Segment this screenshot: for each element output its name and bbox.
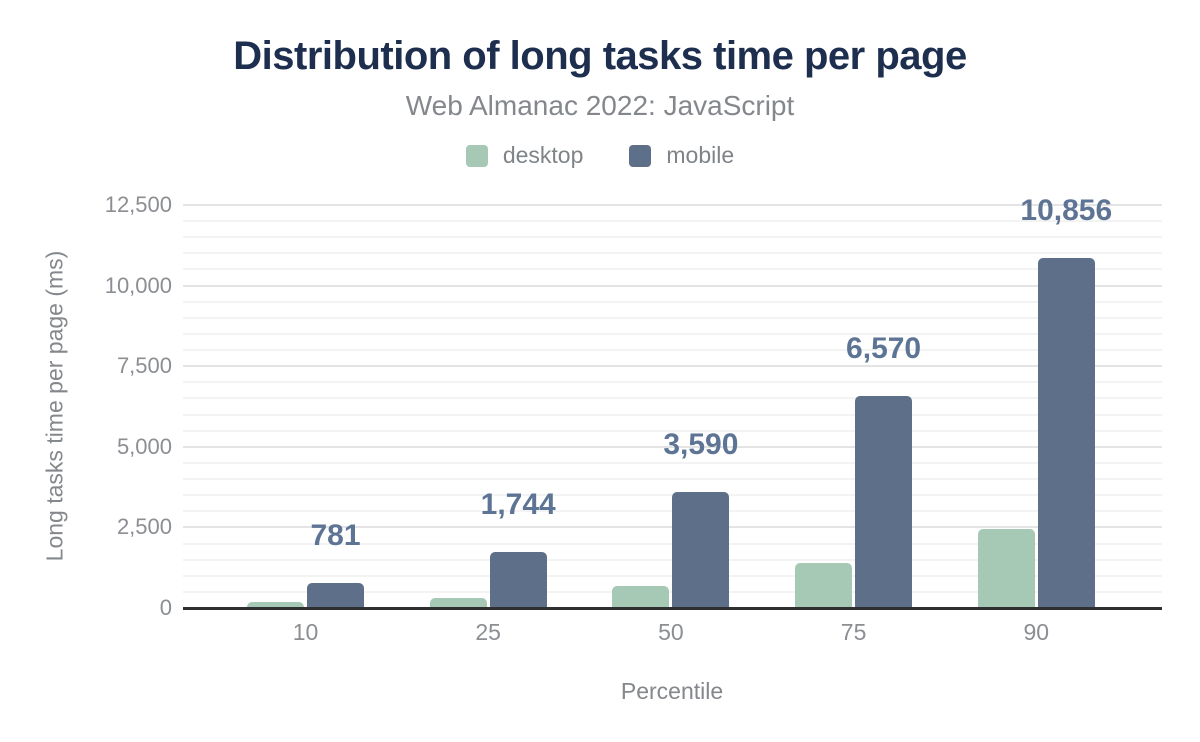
x-tick-label: 50	[658, 619, 684, 645]
x-tick-label: 25	[475, 619, 501, 645]
minor-gridline	[183, 381, 1162, 384]
minor-gridline	[183, 268, 1162, 271]
legend-label-mobile: mobile	[666, 142, 735, 168]
major-gridline	[183, 445, 1162, 448]
minor-gridline	[183, 300, 1162, 303]
legend-item-mobile: mobile	[629, 142, 734, 169]
bar-value-label: 10,856	[1020, 194, 1113, 227]
y-tick-label: 2,500	[116, 514, 172, 540]
minor-gridline	[183, 413, 1162, 416]
major-gridline	[183, 365, 1162, 368]
major-gridline	[183, 284, 1162, 287]
bar-mobile[interactable]	[855, 396, 913, 608]
minor-gridline	[183, 478, 1162, 481]
minor-gridline	[183, 397, 1162, 400]
bar-desktop[interactable]	[429, 598, 487, 608]
y-tick-label: 7,500	[116, 353, 172, 379]
minor-gridline	[183, 252, 1162, 255]
desktop-swatch-icon	[465, 144, 488, 167]
minor-gridline	[183, 349, 1162, 352]
minor-gridline	[183, 429, 1162, 432]
bar-desktop[interactable]	[795, 562, 853, 608]
bar-mobile[interactable]	[489, 551, 547, 608]
bar-mobile[interactable]	[307, 582, 364, 608]
bar-value-label: 781	[310, 518, 361, 552]
x-tick-label: 10	[292, 619, 319, 645]
bar-desktop[interactable]	[612, 586, 670, 608]
major-gridline	[183, 204, 1162, 206]
bar-mobile[interactable]	[1037, 258, 1095, 608]
y-tick-label: 5,000	[116, 433, 172, 459]
x-tick-label: 90	[1023, 619, 1050, 645]
legend-label-desktop: desktop	[502, 142, 584, 168]
chart-title: Distribution of long tasks time per page	[233, 34, 967, 78]
mobile-swatch-icon	[629, 144, 652, 167]
legend: desktop mobile	[0, 142, 1200, 169]
bar-desktop[interactable]	[247, 602, 304, 608]
bar-value-label: 1,744	[480, 487, 556, 521]
chart-subtitle: Web Almanac 2022: JavaScript	[405, 90, 795, 121]
x-axis-title: Percentile	[620, 678, 724, 704]
x-tick-label: 75	[840, 619, 867, 645]
minor-gridline	[183, 220, 1162, 223]
minor-gridline	[183, 236, 1162, 239]
minor-gridline	[183, 316, 1162, 319]
minor-gridline	[183, 332, 1162, 335]
x-axis-line	[183, 606, 1162, 610]
legend-item-desktop: desktop	[465, 142, 584, 169]
bar-value-label: 6,570	[846, 332, 922, 366]
y-tick-label: 0	[159, 595, 172, 620]
minor-gridline	[183, 461, 1162, 464]
bar-value-label: 3,590	[663, 428, 739, 462]
y-tick-label: 12,500	[104, 192, 172, 217]
bar-mobile[interactable]	[672, 492, 730, 608]
bar-desktop[interactable]	[977, 529, 1035, 608]
y-tick-label: 10,000	[104, 272, 172, 298]
